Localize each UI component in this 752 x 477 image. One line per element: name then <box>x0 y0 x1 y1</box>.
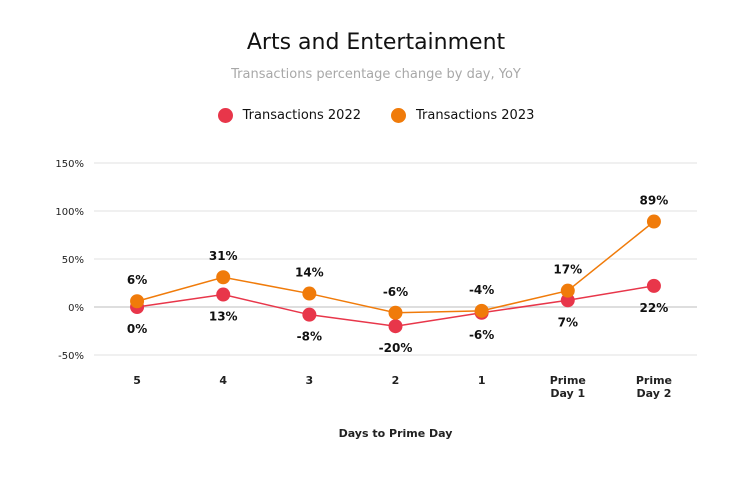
data-label-2022: 22% <box>640 301 669 315</box>
data-point-2022 <box>560 293 575 308</box>
data-label-2023: 89% <box>640 194 669 208</box>
data-point-2023 <box>388 305 403 320</box>
legend-item-2022[interactable]: Transactions 2022 <box>217 108 361 123</box>
data-point-2022 <box>646 278 661 293</box>
legend-label-2022: Transactions 2022 <box>242 108 361 123</box>
y-tick-label: 50% <box>62 255 84 266</box>
y-tick-label: 100% <box>55 207 84 218</box>
legend-item-2023[interactable]: Transactions 2023 <box>391 108 534 123</box>
x-tick-label: 5 <box>133 374 141 387</box>
x-tick-label: Prime <box>636 374 672 387</box>
data-label-2023: -4% <box>469 283 494 297</box>
data-label-2022: 7% <box>558 315 578 329</box>
x-tick-label: Prime <box>550 374 586 387</box>
chart-subtitle: Transactions percentage change by day, Y… <box>231 67 521 82</box>
x-tick-label: 4 <box>219 374 227 387</box>
data-label-2022: -20% <box>379 341 413 355</box>
legend-marker-2023 <box>391 108 406 123</box>
data-label-2023: 17% <box>553 263 582 277</box>
x-tick-label: 3 <box>306 374 314 387</box>
x-tick-label: Day 2 <box>636 387 671 400</box>
legend-marker-2022 <box>217 108 233 123</box>
legend-label-2023: Transactions 2023 <box>416 108 535 123</box>
data-label-2022: 13% <box>209 310 238 324</box>
data-point-2023 <box>646 214 661 229</box>
x-tick-label: 2 <box>392 374 400 387</box>
x-tick-label: 1 <box>478 374 486 387</box>
data-label-2023: -6% <box>383 285 408 299</box>
data-point-2023 <box>474 303 489 318</box>
data-label-2022: -8% <box>297 330 322 344</box>
data-point-2023 <box>130 294 145 309</box>
data-point-2023 <box>302 286 317 301</box>
x-tick-label: Day 1 <box>550 387 585 400</box>
legend: Transactions 2022 Transactions 2023 <box>0 108 752 123</box>
data-label-2022: -6% <box>469 328 494 342</box>
data-label-2022: 0% <box>127 322 147 336</box>
data-point-2023 <box>560 283 575 298</box>
data-point-2022 <box>302 307 317 322</box>
data-label-2023: 31% <box>209 249 238 263</box>
data-label-2023: 6% <box>127 273 147 287</box>
chart-title: Arts and Entertainment <box>246 30 506 55</box>
y-tick-label: 150% <box>55 159 84 170</box>
data-label-2023: 14% <box>295 266 324 280</box>
y-tick-label: 0% <box>68 303 84 314</box>
y-tick-label: -50% <box>58 351 84 362</box>
data-point-2022 <box>388 319 403 334</box>
data-point-2023 <box>216 270 231 285</box>
x-axis-title: Days to Prime Day <box>339 427 453 440</box>
data-point-2022 <box>216 287 231 302</box>
